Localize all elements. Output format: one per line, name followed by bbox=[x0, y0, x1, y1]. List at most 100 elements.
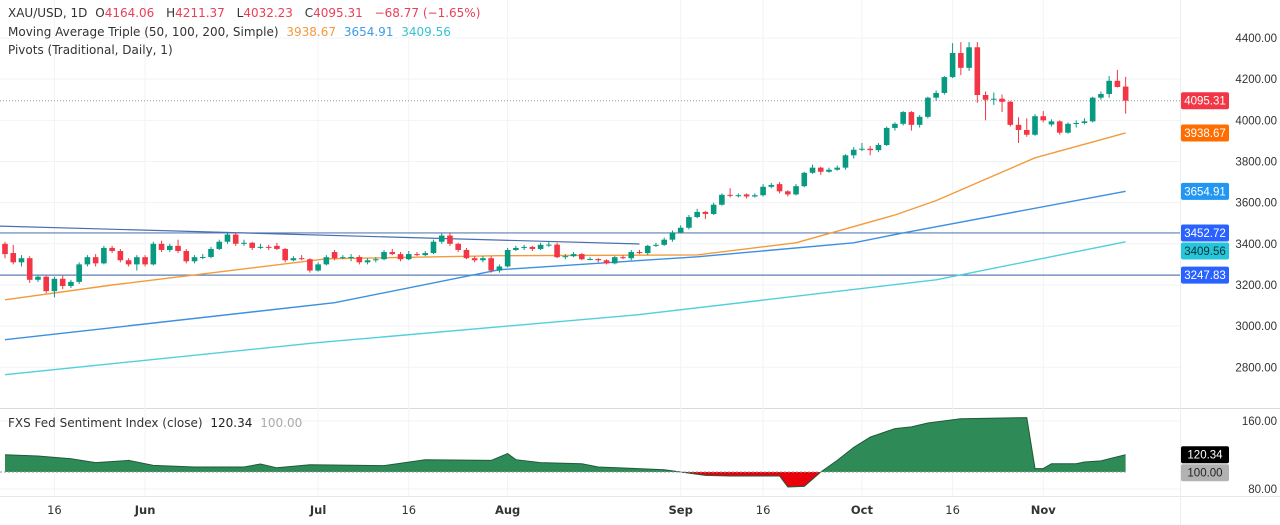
candle-down bbox=[142, 255, 148, 267]
candle-body bbox=[817, 167, 824, 172]
candle-down bbox=[488, 256, 494, 273]
candle-body bbox=[513, 247, 519, 250]
candle-body bbox=[18, 258, 25, 263]
candle-body bbox=[982, 95, 989, 100]
candle-down bbox=[471, 256, 478, 263]
candle-body bbox=[1065, 123, 1071, 133]
candle-body bbox=[1122, 86, 1129, 101]
low-label: L bbox=[236, 6, 244, 20]
sentiment-y-tick-label: 160.00 bbox=[1242, 416, 1277, 428]
candle-body bbox=[76, 264, 82, 282]
candle-body bbox=[669, 232, 676, 240]
candle-body bbox=[257, 246, 264, 248]
candle-body bbox=[537, 244, 544, 249]
symbol-label[interactable]: XAU/USD, 1D bbox=[8, 6, 88, 20]
candle-body bbox=[974, 47, 981, 96]
candle-up bbox=[966, 42, 972, 71]
candle-body bbox=[405, 254, 412, 260]
ma100-value: 3654.91 bbox=[343, 25, 394, 39]
x-tick-label: Nov bbox=[1031, 503, 1057, 517]
x-tick-label: 16 bbox=[47, 503, 62, 517]
candle-body bbox=[92, 257, 99, 264]
candle-body bbox=[1114, 80, 1121, 87]
candle-down bbox=[125, 258, 132, 267]
candle-down bbox=[636, 249, 643, 255]
candle-body bbox=[142, 257, 148, 265]
sentiment-legend: FXS Fed Sentiment Index (close) 120.34 1… bbox=[8, 416, 302, 430]
candle-body bbox=[735, 195, 742, 197]
candle-body bbox=[636, 252, 643, 254]
candle-down bbox=[999, 94, 1005, 113]
candle-up bbox=[916, 115, 923, 128]
candle-up bbox=[850, 147, 857, 159]
candle-up bbox=[1098, 91, 1104, 100]
candle-body bbox=[570, 254, 577, 257]
candle-body bbox=[529, 246, 536, 249]
candle-body bbox=[183, 251, 190, 262]
candle-body bbox=[867, 148, 873, 151]
price-tag: 3654.91 bbox=[1181, 182, 1229, 200]
y-tick-label: 4000.00 bbox=[1235, 115, 1277, 127]
candle-up bbox=[719, 193, 725, 206]
candle-up bbox=[677, 225, 684, 234]
candle-up bbox=[735, 193, 742, 198]
sentiment-area-positive bbox=[5, 417, 1126, 472]
candle-down bbox=[1015, 117, 1022, 143]
candle-body bbox=[134, 257, 140, 265]
candle-down bbox=[529, 245, 536, 252]
candle-up bbox=[562, 254, 569, 260]
candle-body bbox=[348, 256, 354, 258]
candle-body bbox=[661, 239, 667, 245]
candle-up bbox=[570, 252, 577, 258]
x-tick-label: 16 bbox=[401, 503, 416, 517]
candle-body bbox=[793, 186, 799, 195]
candle-down bbox=[117, 248, 124, 263]
candle-body bbox=[644, 245, 651, 254]
candle-body bbox=[875, 145, 882, 151]
y-tick-label: 3200.00 bbox=[1235, 280, 1277, 292]
candle-body bbox=[859, 148, 865, 150]
candle-body bbox=[241, 242, 247, 244]
candle-body bbox=[883, 127, 890, 146]
open-value: 4164.06 bbox=[104, 6, 155, 20]
candle-body bbox=[850, 149, 857, 156]
candle-body bbox=[1015, 124, 1022, 130]
price-tag-text: 3409.56 bbox=[1184, 246, 1226, 258]
sentiment-y-tick-label: 80.00 bbox=[1248, 484, 1277, 496]
y-tick-label: 2800.00 bbox=[1235, 362, 1277, 374]
candle-body bbox=[785, 191, 791, 195]
candle-down bbox=[447, 232, 453, 246]
time-axis[interactable]: 16 Jun Jul 16 Aug Sep 16 Oct 16 Nov bbox=[47, 503, 1056, 517]
candle-body bbox=[265, 246, 272, 248]
candle-down bbox=[463, 247, 470, 260]
candle-body bbox=[1098, 93, 1104, 98]
sentiment-line bbox=[4, 417, 1126, 488]
candle-down bbox=[26, 256, 33, 283]
sentiment-title[interactable]: FXS Fed Sentiment Index (close) bbox=[8, 416, 203, 430]
candle-body bbox=[496, 266, 503, 271]
candle-up bbox=[348, 254, 354, 262]
candle-body bbox=[199, 256, 206, 258]
candle-down bbox=[1056, 120, 1063, 135]
candle-down bbox=[331, 249, 338, 261]
candle-body bbox=[1089, 97, 1096, 122]
candle-body bbox=[298, 258, 305, 260]
candle-body bbox=[743, 194, 750, 197]
candle-body bbox=[414, 254, 420, 256]
candle-body bbox=[455, 243, 461, 250]
ma-legend: Moving Average Triple (50, 100, 200, Sim… bbox=[8, 25, 455, 39]
candle-up bbox=[933, 90, 939, 101]
pivots-title[interactable]: Pivots (Traditional, Daily, 1) bbox=[8, 43, 173, 57]
candle-up bbox=[216, 239, 223, 250]
ma-title[interactable]: Moving Average Triple (50, 100, 200, Sim… bbox=[8, 25, 279, 39]
candle-down bbox=[389, 248, 396, 256]
candle-up bbox=[949, 43, 956, 79]
candle-down bbox=[455, 242, 461, 253]
candle-up bbox=[1081, 118, 1088, 125]
candle-up bbox=[661, 237, 667, 246]
price-axis[interactable]: 4400.00 4200.00 4000.00 3800.00 3600.00 3400.… bbox=[1235, 33, 1277, 496]
price-tag: 3938.67 bbox=[1181, 124, 1229, 142]
x-tick-label: Aug bbox=[495, 503, 520, 517]
candle-up bbox=[900, 111, 906, 126]
